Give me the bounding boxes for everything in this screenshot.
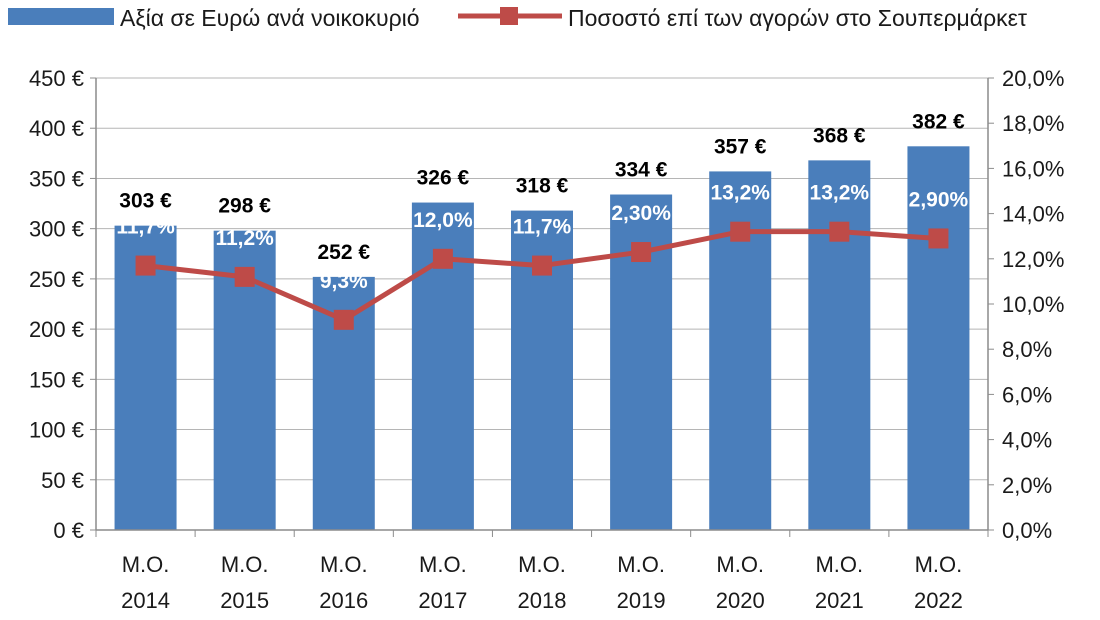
line-marker [432,248,453,269]
legend-line-label: Ποσοστό επί των αγορών στο Σουπερμάρκετ [568,5,1027,31]
category-label: 2017 [418,588,467,613]
right-axis-tick-label: 16,0% [1002,156,1064,181]
percent-data-label: 11,7% [116,216,175,239]
category-label: 2015 [220,588,269,613]
bar-value-label: 357 € [714,135,767,158]
category-label: M.O. [122,552,170,577]
bar [114,225,177,531]
bar-value-label: 382 € [912,110,965,133]
category-label: M.O. [915,552,963,577]
left-axis-tick-label: 150 € [29,367,84,392]
line-marker [234,266,255,287]
left-axis-tick-label: 100 € [29,418,84,443]
left-axis-tick-label: 450 € [29,66,84,91]
bar [907,146,970,530]
line-marker [928,228,949,249]
bar-value-label: 334 € [615,159,668,182]
category-label: 2019 [617,588,666,613]
bar-value-label: 368 € [813,124,866,147]
category-label: M.O. [221,552,269,577]
right-axis-ticks: 0,0% 2,0% 4,0% 6,0% 8,0% 10,0% 12,0% 14,0% 16,0%… [1002,66,1064,543]
category-label: M.O. [815,552,863,577]
legend: Αξία σε Ευρώ ανά νοικοκυριό Ποσοστό επί … [8,5,1027,31]
line-marker [730,221,751,242]
category-label: 2021 [815,588,864,613]
legend-bar-label: Αξία σε Ευρώ ανά νοικοκυριό [120,5,420,31]
bar-value-label: 298 € [218,195,271,218]
line-marker [631,242,652,263]
category-label: M.O. [419,552,467,577]
left-axis-tick-label: 0 € [53,518,84,543]
percent-data-label: 12,0% [413,209,473,232]
right-axis-tick-label: 2,0% [1002,473,1052,498]
left-axis-ticks: 0 € 50 € 100 € 150 € 200 € 250 € 300 € 350 € 400… [29,66,84,543]
category-label: M.O. [320,552,368,577]
percent-data-label: 13,2% [710,182,770,205]
category-label: 2020 [716,588,765,613]
bars [114,146,970,531]
legend-bar-swatch [8,8,114,25]
percent-data-label: 11,7% [513,216,572,239]
right-axis-tick-label: 18,0% [1002,111,1064,136]
legend-line-marker [500,7,518,25]
category-label: 2022 [914,588,963,613]
line-series [135,221,949,330]
percent-data-label: 11,2% [215,227,274,250]
line-marker [135,255,156,276]
left-axis-tick-label: 200 € [29,317,84,342]
percent-data-label: 2,30% [611,202,671,225]
right-axis-tick-label: 6,0% [1002,382,1052,407]
right-axis-tick-label: 8,0% [1002,337,1052,362]
right-axis-tick-label: 0,0% [1002,518,1052,543]
left-axis-tick-label: 50 € [41,468,84,493]
right-axis-tick-label: 20,0% [1002,66,1064,91]
percent-data-label: 2,90% [909,188,969,211]
category-label: 2016 [319,588,368,613]
axes [90,77,994,537]
left-axis-tick-label: 250 € [29,267,84,292]
bar-value-label: 252 € [317,241,370,264]
left-axis-tick-label: 400 € [29,116,84,141]
bar-value-label: 318 € [516,175,569,198]
right-axis-tick-label: 4,0% [1002,428,1052,453]
percent-data-label: 13,2% [810,182,870,205]
bar-value-label: 303 € [119,190,172,213]
right-axis-tick-label: 14,0% [1002,202,1064,227]
bar [808,160,871,530]
line-marker [532,255,552,276]
left-axis-tick-label: 350 € [29,166,84,191]
right-axis-tick-label: 10,0% [1002,292,1064,317]
data-labels: 11,7% 11,2% 9,3% 12,0% 11,7% 2,30% 13,2% 13,2% 2… [116,110,968,293]
category-labels: M.O. 2014 M.O. 2015 M.O. 2016 M.O. 2017 M.O. 2018… [121,552,963,613]
category-label: M.O. [518,552,566,577]
right-axis-tick-label: 12,0% [1002,247,1064,272]
percent-data-label: 9,3% [320,270,368,293]
category-label: M.O. [716,552,764,577]
bar-value-label: 326 € [417,167,470,190]
category-label: 2018 [518,588,567,613]
category-label: 2014 [121,588,170,613]
left-axis-tick-label: 300 € [29,217,84,242]
line-marker [829,221,850,242]
category-label: M.O. [617,552,665,577]
line-marker [333,309,354,330]
